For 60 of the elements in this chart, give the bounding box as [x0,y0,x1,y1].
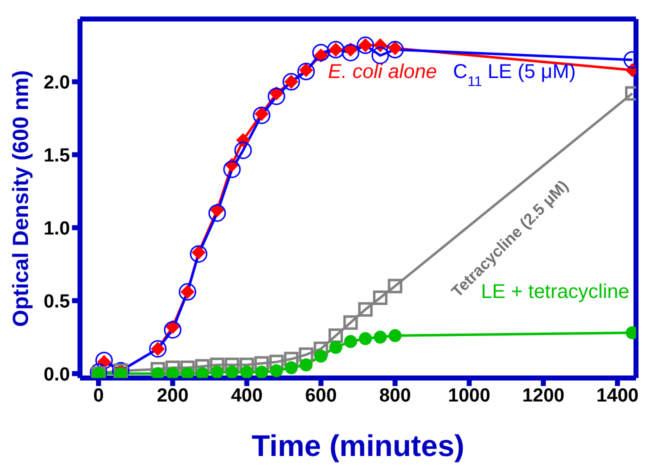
point [225,366,238,378]
series-label: C$_{11}$ LE (5 μM) [453,61,576,89]
point [210,366,224,378]
x-tick-label: 400 [230,385,263,406]
point [386,40,404,58]
point [195,359,210,374]
point [329,340,342,354]
point [312,44,330,62]
y-tick-label: 2.0 [44,72,70,94]
point [314,350,328,363]
point [358,332,372,346]
point [268,88,286,106]
point [208,204,226,222]
point [371,46,389,64]
point [372,290,388,305]
x-tick-label: 800 [379,385,411,406]
point [284,352,299,366]
point [300,358,313,372]
point [297,62,315,80]
series-label: E. coli alone [328,61,437,83]
x-tick-label: 600 [305,385,337,406]
point [95,352,113,370]
point [388,329,402,342]
x-axis-title: Time (minutes) [252,430,464,463]
x-tick-label: 1400 [596,385,639,406]
point [252,106,270,124]
y-axis-title: Optical Density (600 nm) [8,70,33,327]
point [343,315,358,330]
point [374,330,387,344]
point [210,358,224,372]
point [358,302,373,317]
point [314,342,328,356]
x-tick-label: 200 [156,385,189,406]
point [190,245,208,263]
y-tick-label: 1.5 [44,145,70,166]
point [342,44,360,62]
point [180,360,195,376]
y-tick-label: 1.0 [44,218,70,240]
x-tick-label: 1200 [522,385,564,406]
point [223,160,241,178]
point [284,361,298,374]
point [298,347,314,362]
x-tick-label: 1000 [448,385,490,406]
point [255,366,268,378]
point [344,335,358,348]
point [240,366,254,378]
x-tick-label: 0 [93,385,104,406]
point [270,364,283,378]
point [150,362,166,376]
point [165,360,180,376]
point [388,278,402,294]
point [240,358,254,372]
y-tick-label: 0.5 [44,291,70,312]
point [328,328,344,343]
point [269,354,284,370]
point [164,321,182,339]
point [224,358,240,372]
point [234,142,252,160]
point [254,356,269,371]
y-tick-label: 0.0 [44,364,70,386]
